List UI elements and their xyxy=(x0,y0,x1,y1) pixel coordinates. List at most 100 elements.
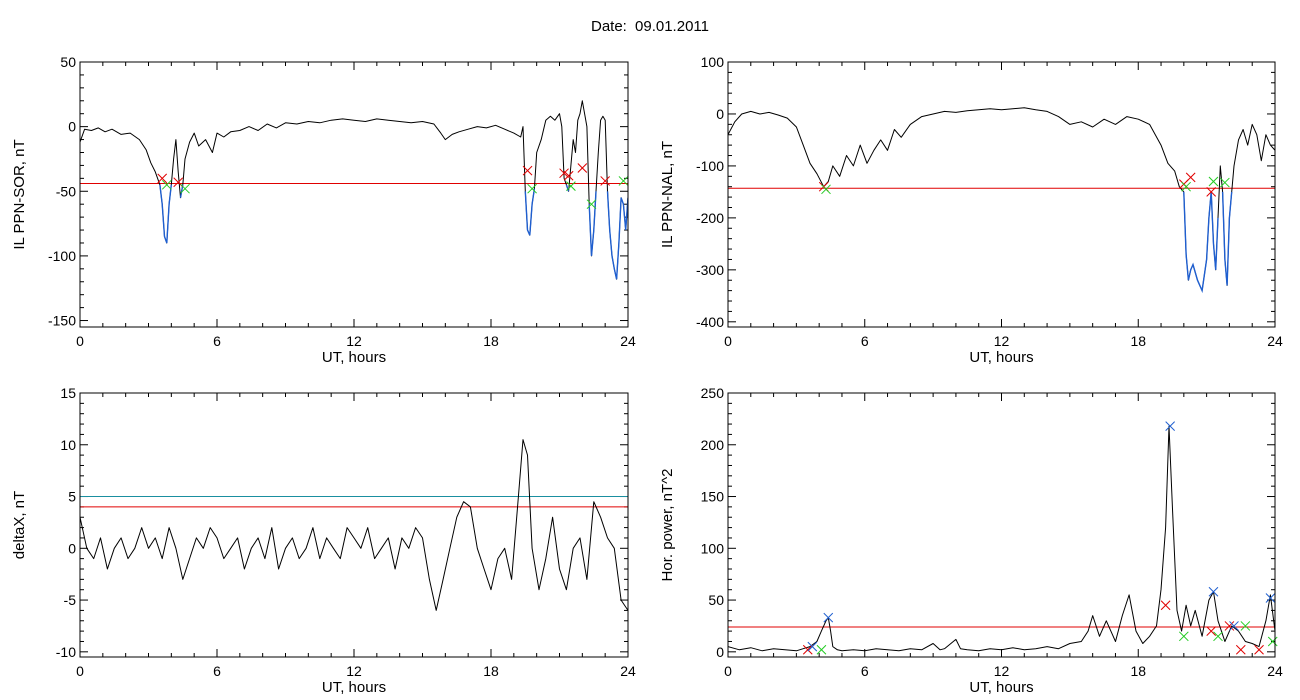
marker-green-tl-2 xyxy=(527,183,537,194)
marker-blue-br-0 xyxy=(807,641,818,652)
series-group-bl xyxy=(80,439,628,611)
marker-red-br-1 xyxy=(1160,600,1171,611)
y-tick-label-bl-3: 5 xyxy=(68,489,76,505)
x-tick-label-br-4: 24 xyxy=(1267,663,1283,679)
marker-green-tr-3 xyxy=(1220,177,1230,188)
y-axis-label-tl: IL PPN-SOR, nT xyxy=(11,139,28,249)
y-axis-label-br: Hor. power, nT^2 xyxy=(659,469,676,582)
marker-green-tl-3 xyxy=(566,181,576,191)
x-tick-label-br-3: 18 xyxy=(1130,663,1146,679)
marker-blue-br-4 xyxy=(1229,621,1239,631)
x-axis-label-tl: UT, hours xyxy=(322,349,386,366)
marker-red-tl-1-b xyxy=(173,177,184,188)
marker-red-br-1-b xyxy=(1160,600,1171,611)
y-tick-label-br-0: 0 xyxy=(716,644,724,660)
y-tick-label-tr-4: 0 xyxy=(716,106,724,122)
marker-green-tl-2-b xyxy=(527,183,537,194)
x-tick-label-tr-2: 12 xyxy=(994,333,1010,349)
y-tick-label-tr-5: 100 xyxy=(701,54,725,70)
marker-red-tl-0 xyxy=(157,173,168,184)
marker-blue-br-2 xyxy=(1165,421,1176,431)
marker-green-br-1-b xyxy=(1178,631,1189,642)
series-group-br xyxy=(728,425,1275,652)
marker-blue-br-5-b xyxy=(1265,593,1276,603)
x-axis-label-tr: UT, hours xyxy=(969,349,1033,366)
marker-green-tl-0 xyxy=(161,179,172,190)
x-tick-label-bl-3: 18 xyxy=(483,663,499,679)
marker-red-tl-4-b xyxy=(563,170,574,181)
marker-red-tr-2-b xyxy=(1185,172,1196,183)
plot-frame-tl xyxy=(79,61,629,328)
x-tick-label-tl-4: 24 xyxy=(620,333,636,349)
y-tick-label-tl-1: -100 xyxy=(48,248,76,264)
series-line-tl-0 xyxy=(80,100,628,280)
marker-red-br-4 xyxy=(1235,644,1246,655)
x-tick-label-tl-1: 6 xyxy=(213,333,221,349)
marker-green-br-0 xyxy=(816,644,827,655)
x-tick-label-br-2: 12 xyxy=(994,663,1010,679)
y-axis-label-tr: IL PPN-NAL, nT xyxy=(659,141,676,248)
y-tick-label-tr-2: -200 xyxy=(696,210,724,226)
marker-red-tl-6 xyxy=(600,176,611,186)
marker-green-tl-1-b xyxy=(180,183,190,194)
marker-blue-br-5 xyxy=(1265,593,1276,603)
marker-green-tl-1 xyxy=(180,183,190,194)
x-axis-label-br: UT, hours xyxy=(969,679,1033,696)
marker-red-tl-6-b xyxy=(600,176,611,186)
y-tick-label-bl-0: -10 xyxy=(56,644,76,660)
y-tick-label-bl-5: 15 xyxy=(60,385,76,401)
x-tick-label-br-0: 0 xyxy=(724,663,732,679)
y-tick-label-tr-0: -400 xyxy=(696,314,724,330)
marker-green-br-4 xyxy=(1267,636,1278,647)
series-line-bl-0 xyxy=(80,439,628,611)
marker-blue-br-3 xyxy=(1208,586,1219,597)
marker-red-tl-4 xyxy=(563,170,574,181)
marker-green-tl-4 xyxy=(586,199,597,210)
panel-tl: 0 6 12 18 24 -150 -100 -50 0 50 UT, hours IL PPN-SO… xyxy=(11,54,636,366)
x-tick-label-tl-2: 12 xyxy=(346,333,362,349)
x-tick-label-tl-0: 0 xyxy=(76,333,84,349)
x-tick-label-tr-1: 6 xyxy=(861,333,869,349)
x-tick-label-bl-4: 24 xyxy=(620,663,636,679)
marker-red-tl-5 xyxy=(577,163,588,173)
marker-red-tl-0-b xyxy=(157,173,168,184)
marker-green-tl-3-b xyxy=(566,181,576,191)
marker-red-tl-3 xyxy=(559,168,569,179)
marker-green-tr-1 xyxy=(1181,181,1191,192)
marker-red-tr-3 xyxy=(1206,187,1217,197)
marker-red-tl-2-b xyxy=(522,165,533,176)
series-highlight-tl-68 xyxy=(524,188,536,236)
marker-red-br-5 xyxy=(1254,644,1264,655)
marker-green-br-4-b xyxy=(1267,636,1278,647)
marker-green-tr-2-b xyxy=(1208,176,1219,187)
y-tick-label-tl-3: 0 xyxy=(68,119,76,135)
y-tick-label-tl-4: 50 xyxy=(60,54,76,70)
marker-red-br-4-b xyxy=(1235,644,1246,655)
marker-green-br-2 xyxy=(1213,631,1223,642)
marker-green-tl-0-b xyxy=(161,179,172,190)
marker-blue-br-0-b xyxy=(807,641,818,652)
marker-green-tr-1-b xyxy=(1181,181,1191,192)
panel-br: 0 6 12 18 24 0 50 100 150 200 250 UT, hours Hor. pow… xyxy=(659,385,1283,696)
plot-frame-bl xyxy=(79,392,629,658)
x-tick-label-bl-1: 6 xyxy=(213,663,221,679)
marker-red-tr-2 xyxy=(1185,172,1196,183)
series-group-tr xyxy=(728,107,1275,294)
plot-frame-br xyxy=(727,392,1276,658)
marker-red-br-2 xyxy=(1206,626,1217,636)
marker-red-tr-3-b xyxy=(1206,187,1217,197)
marker-red-tl-2 xyxy=(522,165,533,176)
marker-green-tr-3-b xyxy=(1220,177,1230,188)
y-tick-label-tl-0: -150 xyxy=(48,313,76,329)
x-tick-label-bl-0: 0 xyxy=(76,663,84,679)
y-tick-label-bl-4: 10 xyxy=(60,437,76,453)
marker-green-br-0-b xyxy=(816,644,827,655)
marker-green-br-2-b xyxy=(1213,631,1223,642)
panel-tr: 0 6 12 18 24 -400 -300 -200 -100 0 100 UT, hours IL … xyxy=(659,54,1283,366)
marker-green-br-1 xyxy=(1178,631,1189,642)
marker-red-br-0-b xyxy=(802,644,813,655)
y-tick-label-br-1: 50 xyxy=(708,592,724,608)
series-line-br-0 xyxy=(728,425,1275,652)
figure-date-title: Date: 09.01.2011 xyxy=(591,18,709,35)
marker-blue-br-3-b xyxy=(1208,586,1219,597)
